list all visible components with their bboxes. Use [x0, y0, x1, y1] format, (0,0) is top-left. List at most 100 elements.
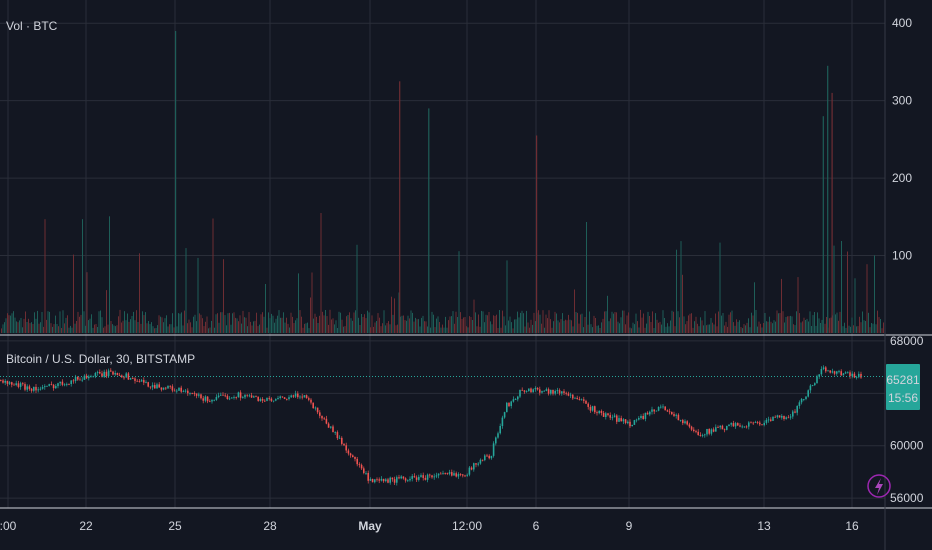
candle-body [266, 398, 268, 401]
volume-bar [136, 310, 137, 333]
candle-body [182, 391, 185, 392]
volume-bar [374, 322, 376, 333]
candle-body [99, 372, 101, 374]
volume-bar [539, 314, 541, 333]
volume-bar [635, 313, 637, 333]
candle-body [310, 399, 312, 403]
candle-body [418, 476, 420, 480]
volume-bar [241, 323, 242, 333]
candle-body [682, 420, 684, 424]
volume-bar [35, 318, 37, 333]
volume-bar [254, 320, 256, 333]
candle-body [585, 400, 587, 404]
volume-bar [127, 313, 128, 333]
volume-bar [514, 319, 515, 333]
volume-bar [817, 312, 818, 333]
candle-body [39, 388, 42, 390]
volume-bar [569, 319, 571, 333]
candle-body [429, 474, 431, 476]
volume-bar [130, 319, 131, 333]
volume-bar [296, 318, 298, 333]
candle-body [484, 455, 486, 461]
candle-body [431, 475, 433, 478]
volume-bar [233, 312, 235, 333]
candle-body [61, 381, 64, 385]
volume-bar [868, 312, 869, 333]
candle-body [325, 418, 328, 424]
candle-body [668, 411, 671, 413]
volume-bar [238, 321, 239, 333]
volume-bar [799, 313, 800, 333]
volume-bar [409, 318, 410, 333]
volume-bar [862, 311, 863, 333]
volume-bar [295, 320, 296, 333]
volume-bar [407, 315, 409, 333]
volume-bar [532, 324, 533, 333]
candle-body [717, 427, 719, 428]
candle-body [19, 383, 22, 387]
volume-bar [634, 324, 635, 333]
volume-bar [329, 309, 331, 333]
volume-bar [571, 320, 572, 333]
volume-bar [202, 318, 203, 333]
candle-body [706, 429, 708, 435]
volume-bar [152, 326, 154, 333]
volume-bar [589, 311, 590, 333]
candle-body [607, 413, 609, 416]
candle-body [539, 389, 541, 393]
volume-bar [17, 322, 19, 333]
volume-bar [163, 322, 164, 333]
volume-bar [272, 315, 274, 333]
volume-bar [494, 315, 496, 333]
volume-bar [805, 320, 806, 333]
volume-bar [752, 315, 754, 333]
candle-body [48, 384, 50, 386]
volume-bar [172, 313, 173, 333]
volume-bar [746, 322, 748, 333]
candle-body [666, 410, 669, 412]
candle-body [349, 453, 352, 456]
volume-bar [155, 328, 157, 333]
lightning-icon[interactable] [867, 474, 891, 498]
volume-bar [629, 327, 631, 333]
volume-bar [52, 326, 53, 333]
volume-bar [370, 327, 371, 333]
candle-body [257, 396, 259, 401]
volume-bar [265, 284, 266, 333]
candle-body [268, 398, 270, 399]
candle-body [840, 371, 842, 376]
candle-body [457, 474, 460, 477]
volume-bar [653, 328, 655, 333]
candle-body [85, 375, 88, 379]
volume-bar [379, 317, 380, 333]
candle-body [679, 420, 682, 421]
volume-bar [493, 315, 494, 333]
volume-bar [199, 313, 200, 333]
candle-body [279, 396, 281, 398]
candle-body [270, 398, 273, 401]
candle-body [704, 434, 706, 436]
candle-body [173, 390, 176, 392]
volume-bar [727, 326, 728, 333]
candle-body [554, 391, 556, 394]
volume-bar [586, 222, 587, 333]
time-axis[interactable]: :00 22 25 28 May 12:00 6 9 13 16 [0, 519, 859, 533]
volume-bar [659, 321, 661, 333]
volume-bar [455, 311, 457, 333]
volume-bar [353, 312, 355, 333]
volume-bar [691, 313, 692, 333]
candle-body [723, 429, 726, 431]
volume-bar [502, 310, 503, 333]
volume-bar [509, 316, 511, 333]
volume-bar [10, 315, 11, 333]
volume-bar [796, 311, 797, 333]
volume-bar [806, 318, 808, 333]
volume-bar [31, 322, 32, 333]
candle-body [638, 418, 640, 420]
candle-body [563, 391, 565, 393]
candle-body [422, 475, 424, 478]
candle-body [492, 443, 495, 456]
candle-body [380, 478, 383, 481]
candle-body [217, 395, 220, 397]
